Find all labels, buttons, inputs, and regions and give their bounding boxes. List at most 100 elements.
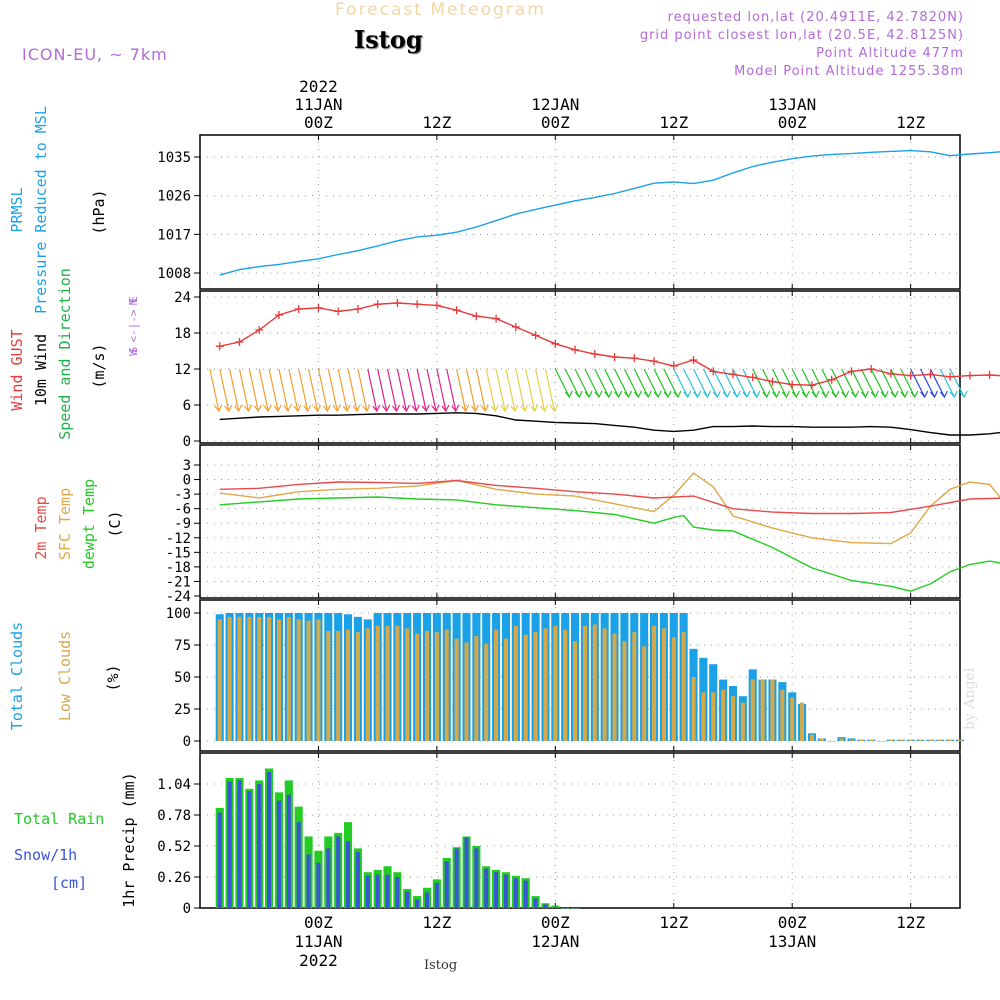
wind-gust-marker <box>946 372 955 381</box>
y-tick-label: 24 <box>174 290 191 306</box>
top-year-label: 2022 <box>299 77 338 96</box>
temp-unit: (C) <box>106 510 124 537</box>
wind-direction-arrow <box>692 368 709 398</box>
snow-bar <box>513 878 518 908</box>
low-clouds-bar <box>316 619 321 741</box>
low-clouds-bar <box>365 628 370 741</box>
y-tick-label: 6 <box>183 398 191 414</box>
wind-direction-arrow <box>426 368 437 412</box>
low-clouds-bar <box>217 619 222 741</box>
bottom-year-label: 2022 <box>299 951 338 970</box>
wind-arrow-head <box>253 404 262 413</box>
y-tick-label: 1026 <box>157 189 191 205</box>
wind-arrow-head <box>471 404 480 413</box>
wind-arrow-head <box>959 390 968 399</box>
wind-direction-arrow <box>377 368 388 412</box>
y-tick-label: 1008 <box>157 266 191 282</box>
wind-direction-arrow <box>258 368 269 412</box>
sfc-temp-line <box>219 472 1000 545</box>
snow-bar <box>543 904 548 908</box>
low-clouds-bar <box>800 702 805 741</box>
low-clouds-bar <box>247 616 252 741</box>
temp-2m-label: 2m Temp <box>32 496 50 559</box>
snow-bar <box>237 780 242 908</box>
snow-bar <box>573 908 578 909</box>
low-clouds-bar <box>494 629 499 741</box>
snow-bar <box>464 837 469 908</box>
wind-gust-marker <box>886 369 895 378</box>
low-clouds-bar <box>355 632 360 741</box>
low-clouds-bar <box>681 632 686 741</box>
wind-direction-arrow <box>653 368 669 398</box>
wind-arrow-head <box>949 390 958 399</box>
low-clouds-bar <box>948 739 953 741</box>
top-date-label: 11JAN <box>294 95 342 114</box>
snow-bar <box>355 851 360 908</box>
low-clouds-bar <box>276 619 281 741</box>
low-clouds-bar <box>928 739 933 741</box>
snow-bar <box>267 772 272 908</box>
grid-point-location: grid point closest lon,lat (20.5E, 42.81… <box>639 28 964 43</box>
wind-direction-arrow <box>574 368 590 398</box>
wind-arrow-head <box>683 390 692 399</box>
wind-arrow-head <box>332 404 341 413</box>
temp-2m-line <box>219 479 1000 515</box>
wind-arrow-head <box>663 390 672 399</box>
wind-arrow-head <box>520 404 529 413</box>
y-tick-label: -9 <box>174 516 191 532</box>
wind-direction-arrow <box>268 368 279 412</box>
wind-gust-marker <box>235 338 244 346</box>
snow-bar <box>306 854 311 908</box>
wind-direction-arrow <box>712 368 728 398</box>
wind-gust-marker <box>551 339 560 348</box>
wind-arrow-head <box>322 404 331 413</box>
low-clouds-bar <box>869 739 874 741</box>
snow-bar <box>424 892 430 908</box>
low-clouds-bar <box>375 625 380 741</box>
low-clouds-bar <box>444 629 449 741</box>
wind-direction-arrow <box>604 368 620 398</box>
wind-gust-marker <box>985 371 994 379</box>
wind-direction-arrow <box>554 368 570 398</box>
wind-arrow-head <box>303 404 312 413</box>
wind-direction-arrow <box>643 368 659 398</box>
chart-title: Forecast Meteogram <box>335 0 546 20</box>
wind-direction-arrow <box>949 368 965 398</box>
wind-gust-marker <box>452 306 461 315</box>
wind-direction-arrow <box>791 368 807 398</box>
wind-direction-arrow <box>209 368 220 412</box>
low-clouds-bar <box>454 638 459 741</box>
wind-arrow-head <box>293 404 302 413</box>
wind-arrow-head <box>752 390 761 399</box>
y-tick-label: -24 <box>166 589 191 605</box>
wind-gust-marker <box>294 305 303 313</box>
snow-bar <box>444 861 449 908</box>
wind-direction-arrow <box>870 368 886 398</box>
wind-gust-marker <box>610 353 619 361</box>
wind-direction-arrow <box>752 368 768 398</box>
wind-arrow-head <box>431 404 440 413</box>
wind-arrow-head <box>214 404 223 413</box>
low-clouds-bar <box>642 646 647 741</box>
snow-unit-label: [cm] <box>51 874 87 892</box>
wind-direction-arrow <box>298 368 309 412</box>
low-clouds-bar <box>898 739 903 741</box>
low-clouds-bar <box>908 739 913 741</box>
y-tick-label: 25 <box>174 702 191 718</box>
bottom-date-label: 12JAN <box>531 932 579 951</box>
top-hour-label: 00Z <box>541 113 570 132</box>
wind-direction-arrow <box>801 368 817 398</box>
wind-arrow-head <box>742 390 751 399</box>
wind-direction-arrow <box>456 368 467 412</box>
wind-direction-arrow <box>248 368 259 412</box>
low-clouds-bar <box>780 689 785 741</box>
wind-gust-marker <box>274 311 283 319</box>
wind-direction-arrow <box>623 368 639 398</box>
snow-bar <box>286 794 291 908</box>
wind-arrow-head <box>791 390 800 399</box>
wind-gust-marker <box>807 381 816 390</box>
snow-bar <box>276 800 281 908</box>
wind-direction-arrow <box>337 368 348 412</box>
wind-gust-label: Wind GUST <box>8 329 26 410</box>
